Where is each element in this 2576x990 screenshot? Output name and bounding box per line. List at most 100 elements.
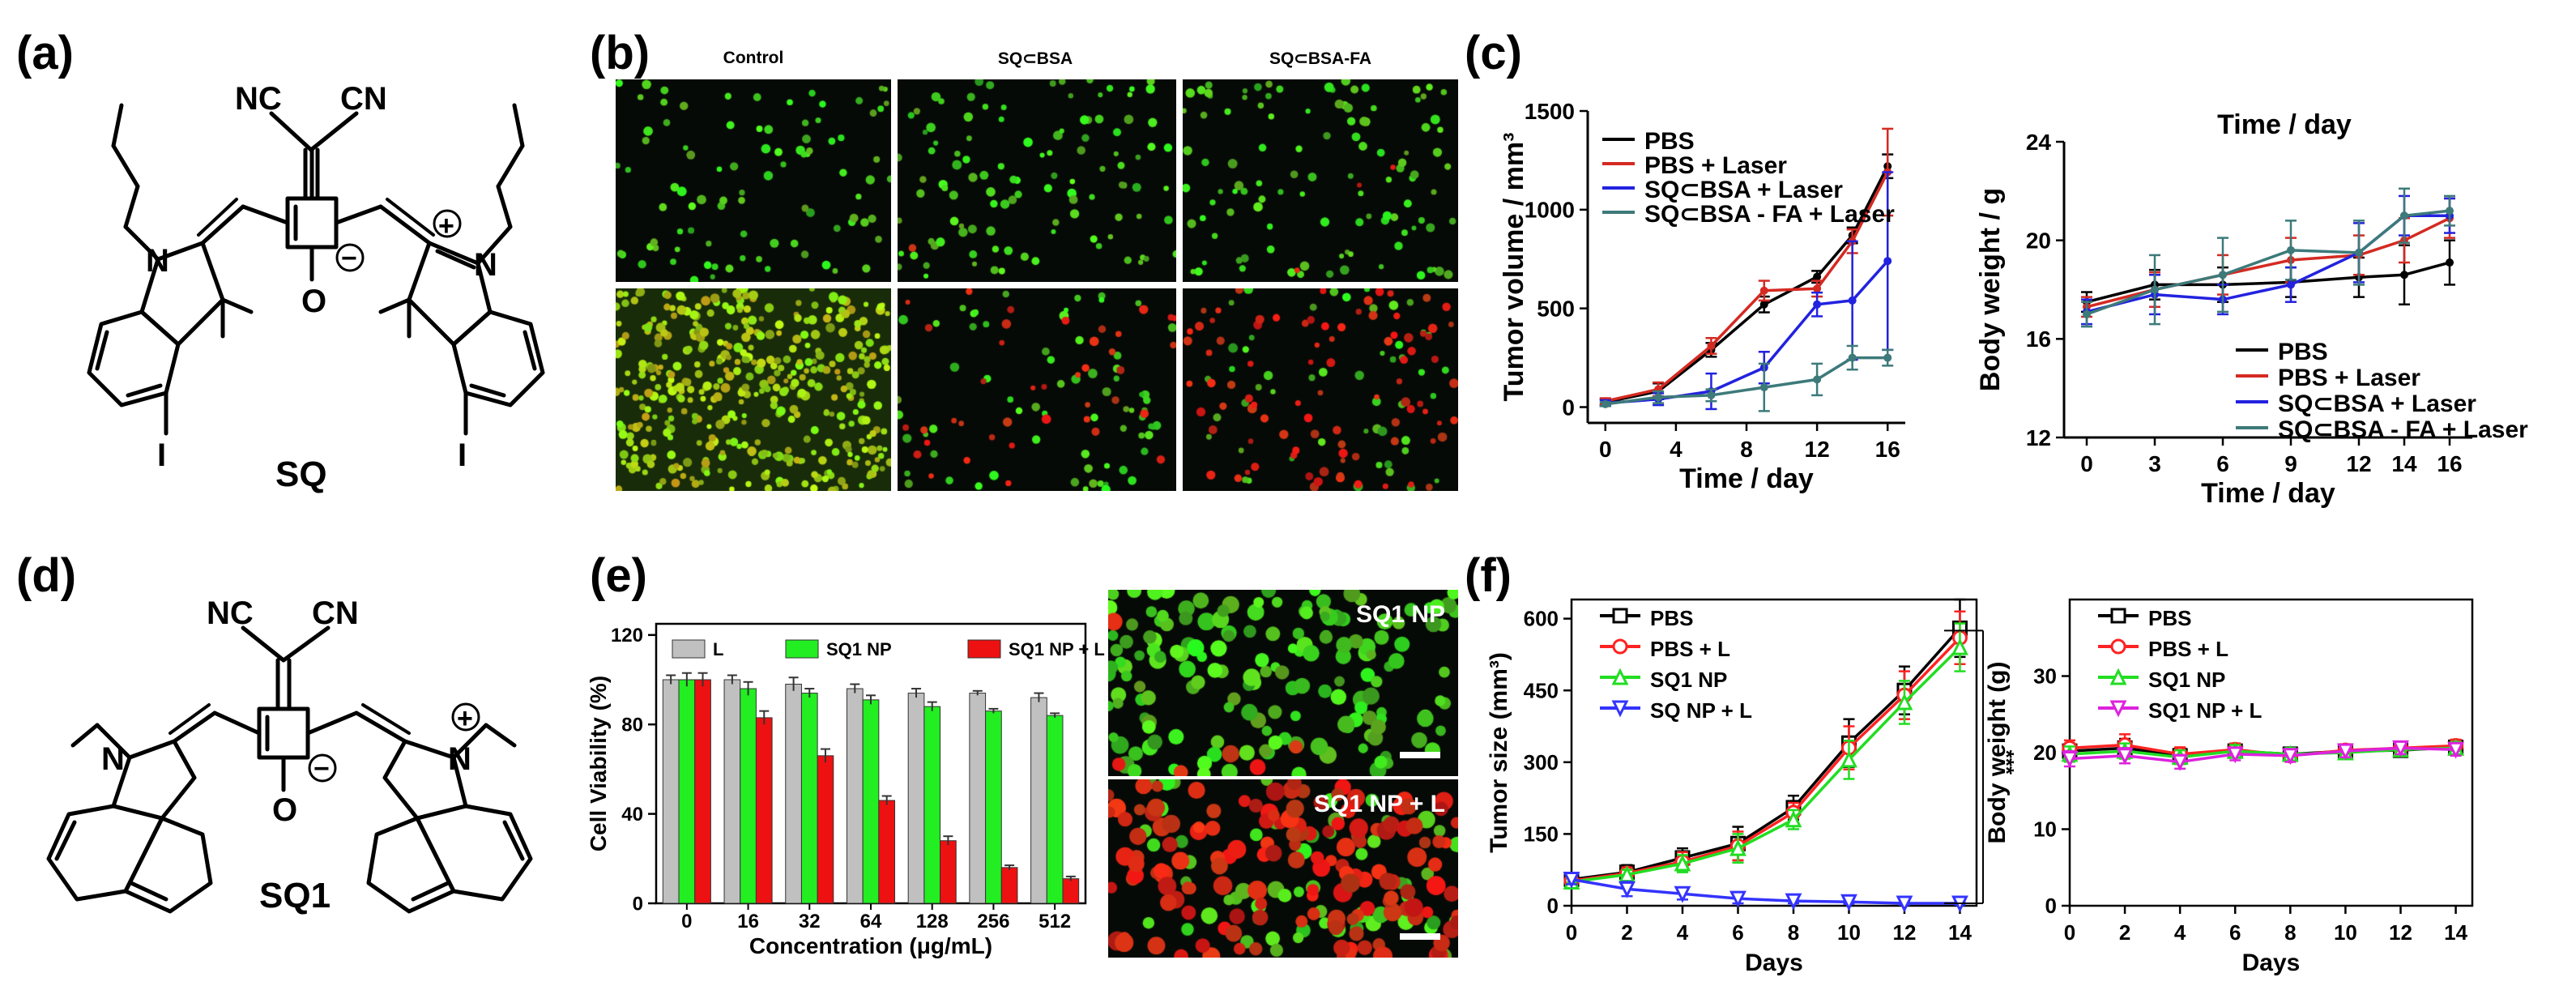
structure-sq bbox=[87, 103, 545, 436]
legend-label: SQ1 NP + L bbox=[2148, 698, 2263, 723]
x-tick-label: 4 bbox=[2174, 920, 2186, 945]
y-tick-label: 1500 bbox=[1525, 99, 1575, 124]
y-axis-label: Cell Viability (%) bbox=[586, 676, 611, 851]
bar-sq1-np-l bbox=[1062, 878, 1080, 904]
bar-sq1-np bbox=[985, 710, 1002, 904]
data-point-sq-np-l bbox=[1619, 881, 1636, 898]
legend-label: SQ1 NP bbox=[826, 639, 892, 659]
micrograph-sq-bsa-fa-bottom bbox=[1183, 288, 1458, 491]
legend-label: PBS + L bbox=[1650, 637, 1730, 661]
bar-l bbox=[969, 693, 987, 904]
x-tick-label: 3 bbox=[2148, 451, 2161, 476]
data-point-sq-np-l bbox=[1674, 885, 1691, 903]
legend-label: PBS bbox=[1644, 128, 1695, 155]
legend-label: SQ⊂BSA + Laser bbox=[1644, 177, 1843, 203]
y-tick-label: 300 bbox=[1524, 750, 1559, 775]
x-tick-label: 2 bbox=[2119, 920, 2130, 945]
data-point-sq-np-l bbox=[1896, 895, 1913, 913]
legend-marker bbox=[1611, 668, 1629, 685]
structure-sq1 bbox=[46, 625, 533, 914]
bar-l bbox=[785, 684, 802, 904]
data-point-pbs-laser bbox=[1707, 341, 1716, 350]
x-tick-label: 14 bbox=[1948, 920, 1972, 945]
legend-marker bbox=[1612, 638, 1628, 655]
legend-label: L bbox=[713, 639, 723, 659]
x-tick-label: 12 bbox=[1805, 437, 1830, 462]
sq1-cn-right: CN bbox=[312, 595, 359, 631]
legend-label: SQ⊂BSA - FA + Laser bbox=[2278, 416, 2528, 443]
x-tick-label: 32 bbox=[799, 911, 821, 932]
y-tick-label: 0 bbox=[633, 893, 643, 915]
sq-iodine-right: I bbox=[458, 437, 467, 473]
legend-marker bbox=[2109, 700, 2127, 718]
sq-minus-charge: − bbox=[341, 243, 357, 274]
data-point-sq1-np-l bbox=[2226, 746, 2244, 764]
micro-col-label-sq-bsa: SQ⊂BSA bbox=[997, 49, 1073, 68]
data-point-pbs bbox=[2400, 271, 2408, 280]
y-tick-label: 40 bbox=[621, 804, 643, 826]
micrograph-sq1-np-laser: SQ1 NP + L bbox=[1108, 779, 1458, 958]
x-tick-label: 0 bbox=[2080, 451, 2093, 476]
legend-label: SQ NP + L bbox=[1650, 698, 1752, 723]
legend-marker bbox=[2110, 608, 2126, 624]
data-point-sq-np-l bbox=[1840, 894, 1857, 911]
sq1-plus-charge: + bbox=[457, 703, 473, 734]
micrograph-control-bottom bbox=[616, 288, 891, 491]
data-point-pbs-laser bbox=[1759, 286, 1768, 295]
legend-label: SQ⊂BSA - FA + Laser bbox=[1644, 201, 1895, 228]
y-tick-label: 0 bbox=[2045, 894, 2057, 918]
legend-label: PBS bbox=[2148, 606, 2191, 630]
data-point-sq-bsa-fa-laser bbox=[2219, 271, 2227, 280]
x-tick-label: 14 bbox=[2391, 451, 2417, 476]
data-point-sq-bsa-fa-laser bbox=[1883, 353, 1892, 362]
plot-frame bbox=[1570, 598, 1978, 907]
chart-tumor-volume: 0 500 1000 1500 Tumor volume / mm³ Time / day… bbox=[1499, 99, 1905, 494]
panel-label-b: (b) bbox=[590, 27, 650, 79]
x-tick-label: 0 bbox=[681, 911, 692, 932]
x-tick-label: 8 bbox=[2284, 920, 2296, 945]
data-point-sq-bsa-laser bbox=[1848, 296, 1857, 305]
data-point-sq-bsa-fa-laser bbox=[1813, 375, 1822, 384]
x-tick-label: 10 bbox=[1837, 920, 1861, 945]
x-tick-label: 16 bbox=[737, 911, 759, 932]
squaraine-ring-sq1 bbox=[257, 706, 310, 760]
panel-label-f: (f) bbox=[1465, 549, 1512, 602]
y-tick-label: 10 bbox=[2033, 817, 2057, 842]
legend-swatch bbox=[672, 639, 706, 659]
x-tick-label: 12 bbox=[2389, 920, 2412, 945]
panel-label-d: (d) bbox=[16, 549, 76, 602]
panel-label-c: (c) bbox=[1465, 27, 1522, 79]
sq-iodine-left: I bbox=[157, 437, 166, 473]
data-point-sq1-np-l bbox=[2447, 741, 2465, 759]
series-line-pbs-l bbox=[1571, 637, 1961, 883]
x-tick-label: 0 bbox=[2064, 920, 2075, 945]
data-point-pbs-laser bbox=[1813, 284, 1822, 293]
bar-l bbox=[907, 693, 925, 904]
legend-label: SQ1 NP bbox=[1650, 668, 1727, 692]
sq1-n-left: N bbox=[101, 741, 125, 777]
scale-bar-bottom bbox=[1400, 933, 1440, 940]
micro-col-label-sq-bsa-fa: SQ⊂BSA-FA bbox=[1269, 49, 1372, 68]
x-axis-label: Time / day bbox=[2201, 478, 2335, 509]
y-tick-label: 16 bbox=[2026, 326, 2051, 352]
sq-name: SQ bbox=[275, 454, 327, 494]
x-tick-label: 0 bbox=[1599, 437, 1612, 462]
x-tick-label: 14 bbox=[2444, 920, 2467, 945]
x-tick-label: 6 bbox=[1732, 920, 1743, 945]
y-tick-label: 1000 bbox=[1525, 198, 1575, 223]
sq-n-right: N bbox=[474, 247, 497, 283]
legend-marker bbox=[1611, 700, 1629, 718]
y-tick-label: 600 bbox=[1524, 607, 1559, 631]
y-axis-label: Tumor size (mm³) bbox=[1486, 652, 1512, 853]
bar-l bbox=[846, 688, 864, 904]
sq-cn-left: NC bbox=[235, 81, 282, 117]
y-tick-label: 12 bbox=[2026, 425, 2051, 450]
data-point-sq1-np-l bbox=[2336, 743, 2354, 761]
data-point-sq-bsa-fa-laser bbox=[1848, 353, 1857, 362]
data-point-sq-bsa-fa-laser bbox=[2400, 211, 2408, 220]
sq-plus-charge: + bbox=[438, 211, 454, 241]
sq1-n-right: N bbox=[448, 741, 471, 777]
bar-sq1-np bbox=[678, 679, 696, 904]
micrograph-sq-bsa-bottom bbox=[898, 288, 1176, 491]
data-point-sq-np-l bbox=[1785, 893, 1802, 911]
